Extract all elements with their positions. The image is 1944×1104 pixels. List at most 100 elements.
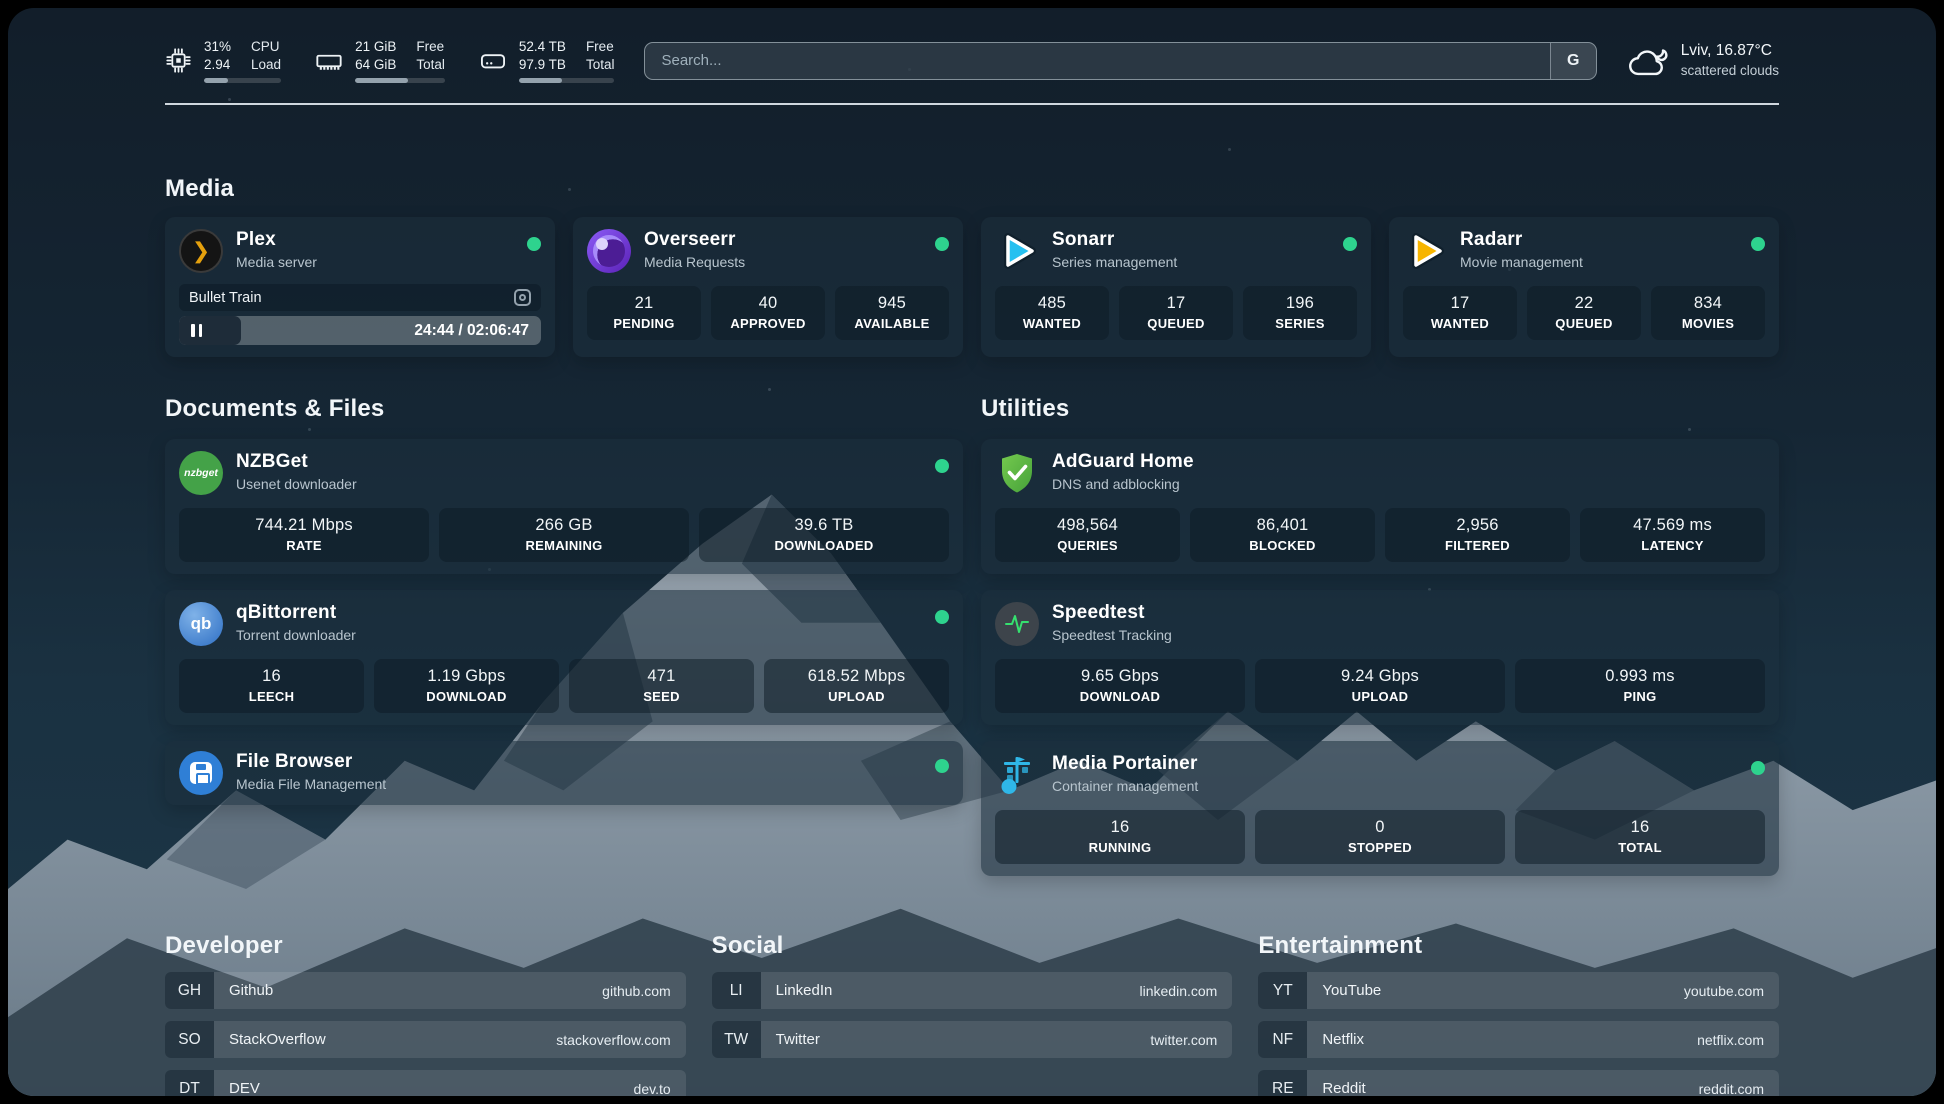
app-name: Sonarr: [1052, 229, 1115, 251]
stat-upload: 9.24 Gbps UPLOAD: [1255, 659, 1505, 714]
app-subtitle: Media Requests: [644, 254, 746, 271]
bookmark-abbr: NF: [1258, 1021, 1308, 1059]
bookmark-linkedin[interactable]: LI LinkedIn linkedin.com: [711, 972, 1233, 1010]
bookmark-github[interactable]: GH Github github.com: [165, 972, 686, 1010]
bookmark-name: LinkedIn: [775, 982, 833, 1000]
status-online-dot: [1343, 237, 1357, 252]
weather-widget: Lviv, 16.87°C scattered clouds: [1627, 41, 1779, 80]
app-name: NZBGet: [236, 451, 308, 473]
stat-queries: 498,564 QUERIES: [995, 508, 1180, 563]
stat-running: 16 RUNNING: [995, 810, 1245, 865]
bookmark-name: Github: [229, 982, 274, 1000]
disk-progress-fill: [518, 78, 562, 84]
stat-ping: 0.993 ms PING: [1515, 659, 1765, 714]
memory-label-bottom: Total: [416, 56, 445, 72]
nzbget-icon: nzbget: [179, 451, 223, 496]
memory-progress-fill: [355, 78, 409, 84]
disk-stat: 52.4 TB 97.9 TB Free Total: [479, 38, 615, 84]
app-subtitle: Torrent downloader: [236, 627, 356, 644]
cpu-load-value: 2.94: [204, 56, 231, 72]
stat-series: 196 SERIES: [1243, 286, 1357, 341]
bookmark-netflix[interactable]: NF Netflix netflix.com: [1258, 1021, 1779, 1059]
speedtest-icon: [995, 602, 1039, 647]
dashboard-window: 31% 2.94 CPU Load: [8, 8, 1936, 1096]
status-online-dot: [527, 237, 541, 252]
bookmark-reddit[interactable]: RE Reddit reddit.com: [1258, 1070, 1779, 1096]
section-title-utilities: Utilities: [981, 395, 1070, 423]
app-name: File Browser: [236, 751, 353, 773]
section-title-developer: Developer: [165, 932, 283, 960]
stat-download: 1.19 Gbps DOWNLOAD: [374, 659, 559, 714]
stat-approved: 40 APPROVED: [711, 286, 825, 341]
bookmark-name: Netflix: [1322, 1031, 1365, 1049]
stat-leech: 16 LEECH: [179, 659, 364, 714]
bookmark-url: twitter.com: [1150, 1031, 1218, 1048]
bookmark-abbr: RE: [1258, 1070, 1308, 1096]
stat-pending: 21 PENDING: [587, 286, 701, 341]
bookmark-name: StackOverflow: [229, 1031, 326, 1049]
bookmark-youtube[interactable]: YT YouTube youtube.com: [1258, 972, 1779, 1010]
bookmark-abbr: GH: [165, 972, 214, 1010]
bookmark-url: youtube.com: [1683, 982, 1764, 999]
app-card-media-portainer[interactable]: Media Portainer Container management 16 …: [981, 741, 1779, 877]
scattered-clouds-icon: [1628, 48, 1668, 75]
weather-condition: scattered clouds: [1680, 62, 1779, 78]
app-card-overseerr[interactable]: Overseerr Media Requests 21 PENDING 40 A…: [573, 217, 963, 358]
cpu-progress-fill: [204, 78, 228, 84]
app-subtitle: DNS and adblocking: [1052, 476, 1180, 493]
disk-icon: [480, 53, 505, 68]
qbittorrent-icon: qb: [179, 602, 223, 647]
stat-seed: 471 SEED: [569, 659, 754, 714]
app-card-qbittorrent[interactable]: qb qBittorrent Torrent downloader 16 LEE…: [165, 590, 963, 726]
app-card-adguard-home[interactable]: AdGuard Home DNS and adblocking 498,564 …: [981, 439, 1779, 575]
pause-button[interactable]: [179, 316, 241, 346]
search-engine-button[interactable]: G: [1549, 42, 1596, 79]
app-card-speedtest[interactable]: Speedtest Speedtest Tracking 9.65 Gbps D…: [981, 590, 1779, 726]
status-online-dot: [1751, 761, 1765, 776]
bookmark-stackoverflow[interactable]: SO StackOverflow stackoverflow.com: [165, 1021, 686, 1059]
playback-progress-bar: 24:44 / 02:06:47: [179, 316, 541, 346]
bookmark-url: netflix.com: [1697, 1031, 1764, 1048]
bookmark-abbr: YT: [1258, 972, 1308, 1010]
bookmark-abbr: TW: [711, 1021, 761, 1059]
app-name: Speedtest: [1052, 602, 1145, 624]
stat-movies: 834 MOVIES: [1651, 286, 1765, 341]
disk-total-value: 97.9 TB: [518, 56, 566, 72]
stat-queued: 17 QUEUED: [1119, 286, 1233, 341]
app-card-sonarr[interactable]: Sonarr Series management 485 WANTED 17 Q…: [981, 217, 1371, 358]
now-playing-media-icon: [514, 289, 531, 307]
radarr-icon: [1403, 229, 1447, 273]
memory-icon: [316, 54, 342, 70]
bookmark-name: Twitter: [775, 1031, 820, 1049]
search-input[interactable]: [645, 42, 1550, 79]
cpu-label-bottom: Load: [251, 56, 282, 72]
topbar-divider: [165, 103, 1779, 106]
weather-location-temp: Lviv, 16.87°C: [1680, 41, 1772, 59]
bookmark-url: dev.to: [633, 1080, 671, 1096]
bookmark-group-entertainment: Entertainment YT YouTube youtube.com NF …: [1258, 932, 1779, 1096]
stat-upload: 618.52 Mbps UPLOAD: [764, 659, 949, 714]
bookmark-twitter[interactable]: TW Twitter twitter.com: [711, 1021, 1233, 1059]
cpu-usage-value: 31%: [204, 39, 232, 54]
stat-wanted: 485 WANTED: [995, 286, 1109, 341]
bookmark-url: linkedin.com: [1139, 982, 1218, 999]
section-title-entertainment: Entertainment: [1258, 932, 1423, 960]
stat-total: 16 TOTAL: [1515, 810, 1765, 865]
stat-stopped: 0 STOPPED: [1255, 810, 1505, 865]
app-card-radarr[interactable]: Radarr Movie management 17 WANTED 22 QUE…: [1389, 217, 1779, 358]
file-browser-icon: [179, 751, 223, 796]
status-online-dot: [935, 610, 949, 625]
app-subtitle: Container management: [1052, 778, 1199, 795]
app-subtitle: Media File Management: [236, 776, 387, 793]
app-card-plex[interactable]: ❯ Plex Media server Bullet Train: [165, 217, 555, 358]
bookmark-dev[interactable]: DT DEV dev.to: [165, 1070, 686, 1096]
app-name: AdGuard Home: [1052, 451, 1194, 473]
bookmark-abbr: SO: [165, 1021, 214, 1059]
app-card-nzbget[interactable]: nzbget NZBGet Usenet downloader 744.21 M…: [165, 439, 963, 575]
sonarr-icon: [995, 229, 1039, 273]
cpu-label-top: CPU: [251, 39, 280, 54]
stat-available: 945 AVAILABLE: [835, 286, 949, 341]
app-card-file-browser[interactable]: File Browser Media File Management: [165, 741, 963, 806]
playback-time: 24:44 / 02:06:47: [414, 321, 529, 339]
